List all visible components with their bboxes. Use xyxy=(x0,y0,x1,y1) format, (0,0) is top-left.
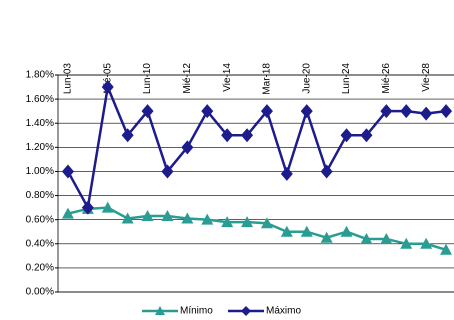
triangle-marker xyxy=(400,237,413,249)
series-line xyxy=(66,82,447,212)
diamond-marker xyxy=(201,104,214,119)
plot-frame xyxy=(57,74,454,293)
triangle-marker xyxy=(360,232,373,244)
triangle-marker xyxy=(380,232,393,244)
legend-marker xyxy=(241,306,251,316)
x-tick-label: Lun-10 xyxy=(142,63,153,95)
triangle-marker xyxy=(101,201,114,213)
triangle-marker xyxy=(300,225,313,237)
triangle-marker xyxy=(320,231,333,243)
x-tick-label: Mié-26 xyxy=(381,63,392,94)
diamond-marker xyxy=(221,128,234,143)
diamond-marker xyxy=(400,104,413,119)
x-tick-label: Vie-14 xyxy=(222,63,233,92)
y-tick-label: 1.60% xyxy=(26,94,54,105)
triangle-marker xyxy=(420,237,433,249)
x-tick-label: Mar-18 xyxy=(262,63,273,95)
diamond-marker xyxy=(320,164,333,179)
y-tick-label: 0.20% xyxy=(26,263,54,274)
triangle-marker xyxy=(181,212,194,224)
diamond-marker xyxy=(161,164,174,179)
diamond-marker xyxy=(360,128,373,143)
legend-label: Máximo xyxy=(266,306,301,317)
triangle-marker xyxy=(280,225,293,237)
diamond-marker xyxy=(300,104,313,119)
diamond-marker xyxy=(260,104,273,119)
y-tick-label: 1.80% xyxy=(26,70,54,81)
y-tick-label: 0.60% xyxy=(26,214,54,225)
legend-label: Mínimo xyxy=(180,306,213,317)
y-tick-label: 0.00% xyxy=(26,287,54,298)
diamond-marker xyxy=(380,104,393,119)
diamond-marker xyxy=(280,166,293,181)
diamond-marker xyxy=(440,104,453,119)
diamond-marker xyxy=(340,128,353,143)
triangle-marker xyxy=(61,207,74,219)
triangle-marker xyxy=(221,216,234,228)
x-tick-label: Lun-03 xyxy=(63,63,74,95)
diamond-marker xyxy=(81,200,94,215)
triangle-marker xyxy=(241,216,254,228)
x-tick-label: Jue-20 xyxy=(301,63,312,94)
y-tick-label: 1.00% xyxy=(26,166,54,177)
triangle-marker xyxy=(340,225,353,237)
y-tick-label: 1.20% xyxy=(26,142,54,153)
y-tick-label: 0.80% xyxy=(26,190,54,201)
legend-marker xyxy=(155,306,165,315)
triangle-marker xyxy=(440,243,453,255)
y-tick-label: 1.40% xyxy=(26,118,54,129)
diamond-marker xyxy=(141,104,154,119)
triangle-marker xyxy=(201,213,214,225)
triangle-marker xyxy=(121,212,134,224)
diamond-marker xyxy=(121,128,134,143)
triangle-marker xyxy=(161,210,174,222)
triangle-marker xyxy=(141,210,154,222)
diamond-marker xyxy=(101,80,114,95)
x-tick-label: Lun-24 xyxy=(341,63,352,95)
diamond-marker xyxy=(241,128,254,143)
triangle-marker xyxy=(260,217,273,229)
diamond-marker xyxy=(61,164,74,179)
y-tick-label: 0.40% xyxy=(26,238,54,249)
x-tick-label: Mié-12 xyxy=(182,63,193,94)
diamond-marker xyxy=(420,106,433,121)
x-tick-label: Mié-05 xyxy=(102,63,113,94)
diamond-marker xyxy=(181,140,194,155)
x-tick-label: Vie-28 xyxy=(421,63,432,92)
series-line xyxy=(67,206,447,252)
